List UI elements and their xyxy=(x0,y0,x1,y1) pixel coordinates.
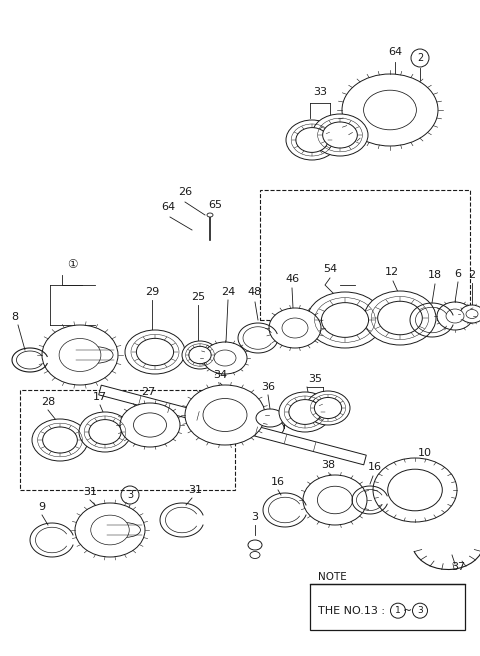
Ellipse shape xyxy=(364,91,417,130)
Ellipse shape xyxy=(282,318,308,338)
Text: 16: 16 xyxy=(368,462,382,472)
Text: 9: 9 xyxy=(38,502,46,512)
Ellipse shape xyxy=(322,302,369,337)
Ellipse shape xyxy=(286,120,338,160)
Ellipse shape xyxy=(42,325,118,385)
Ellipse shape xyxy=(373,458,457,522)
Ellipse shape xyxy=(378,301,422,335)
Ellipse shape xyxy=(185,385,265,445)
Ellipse shape xyxy=(250,552,260,558)
Ellipse shape xyxy=(182,341,218,369)
Text: 64: 64 xyxy=(388,47,402,57)
Text: 29: 29 xyxy=(145,287,159,297)
Text: 26: 26 xyxy=(178,187,192,197)
Ellipse shape xyxy=(136,338,174,365)
Text: 12: 12 xyxy=(385,267,399,277)
Text: 34: 34 xyxy=(213,370,227,380)
Ellipse shape xyxy=(466,310,478,319)
Text: 2: 2 xyxy=(468,270,476,280)
Text: 3: 3 xyxy=(252,512,259,522)
Ellipse shape xyxy=(303,475,367,525)
Ellipse shape xyxy=(256,409,284,427)
Ellipse shape xyxy=(342,74,438,146)
Text: 64: 64 xyxy=(161,202,175,212)
Text: 24: 24 xyxy=(221,287,235,297)
Text: 3: 3 xyxy=(417,606,423,615)
Ellipse shape xyxy=(279,392,331,432)
Ellipse shape xyxy=(75,503,145,557)
Text: 18: 18 xyxy=(428,270,442,280)
Ellipse shape xyxy=(43,427,77,453)
Text: ①: ① xyxy=(67,258,77,272)
Ellipse shape xyxy=(91,515,129,545)
Ellipse shape xyxy=(125,330,185,374)
Text: 6: 6 xyxy=(455,269,461,279)
Ellipse shape xyxy=(79,412,131,452)
Text: 17: 17 xyxy=(93,392,107,402)
Ellipse shape xyxy=(437,302,473,330)
Ellipse shape xyxy=(133,413,167,437)
Ellipse shape xyxy=(314,398,342,419)
Text: 48: 48 xyxy=(248,287,262,297)
Text: 28: 28 xyxy=(41,397,55,407)
Text: 33: 33 xyxy=(313,87,327,97)
Ellipse shape xyxy=(89,420,121,444)
Text: THE NO.13 :: THE NO.13 : xyxy=(318,605,392,616)
Ellipse shape xyxy=(81,347,113,363)
Ellipse shape xyxy=(317,486,353,514)
Ellipse shape xyxy=(248,540,262,550)
Bar xyxy=(310,584,465,630)
Ellipse shape xyxy=(289,400,321,424)
Text: 8: 8 xyxy=(12,312,19,322)
Ellipse shape xyxy=(203,342,247,374)
Ellipse shape xyxy=(120,403,180,447)
Ellipse shape xyxy=(364,291,436,345)
Ellipse shape xyxy=(269,308,321,348)
Text: 25: 25 xyxy=(191,292,205,302)
Ellipse shape xyxy=(312,114,368,156)
Text: 16: 16 xyxy=(271,477,285,487)
Ellipse shape xyxy=(32,419,88,461)
Text: 65: 65 xyxy=(208,200,222,210)
Text: NOTE: NOTE xyxy=(318,572,347,582)
Ellipse shape xyxy=(207,213,213,217)
Text: 31: 31 xyxy=(83,487,97,497)
Text: 3: 3 xyxy=(127,490,133,500)
Bar xyxy=(260,190,470,320)
Text: 46: 46 xyxy=(285,274,299,284)
Text: 31: 31 xyxy=(188,485,202,495)
Ellipse shape xyxy=(111,523,141,537)
Ellipse shape xyxy=(189,346,211,363)
Text: 27: 27 xyxy=(141,387,155,397)
Ellipse shape xyxy=(296,128,328,152)
Ellipse shape xyxy=(214,350,236,366)
Ellipse shape xyxy=(460,305,480,323)
Text: 10: 10 xyxy=(418,448,432,458)
Ellipse shape xyxy=(323,122,357,148)
Text: ~: ~ xyxy=(403,605,413,616)
Bar xyxy=(20,390,235,490)
Text: 38: 38 xyxy=(321,460,335,470)
Ellipse shape xyxy=(388,469,442,511)
Ellipse shape xyxy=(446,309,464,323)
Ellipse shape xyxy=(306,391,350,425)
Text: 1: 1 xyxy=(395,606,401,615)
Text: 37: 37 xyxy=(451,562,465,572)
Ellipse shape xyxy=(256,419,284,437)
Text: 35: 35 xyxy=(308,374,322,384)
Polygon shape xyxy=(99,385,366,465)
Ellipse shape xyxy=(59,338,101,371)
Text: 36: 36 xyxy=(261,382,275,392)
Ellipse shape xyxy=(203,398,247,432)
Text: 54: 54 xyxy=(323,264,337,274)
Ellipse shape xyxy=(307,292,383,348)
Text: 2: 2 xyxy=(417,53,423,63)
